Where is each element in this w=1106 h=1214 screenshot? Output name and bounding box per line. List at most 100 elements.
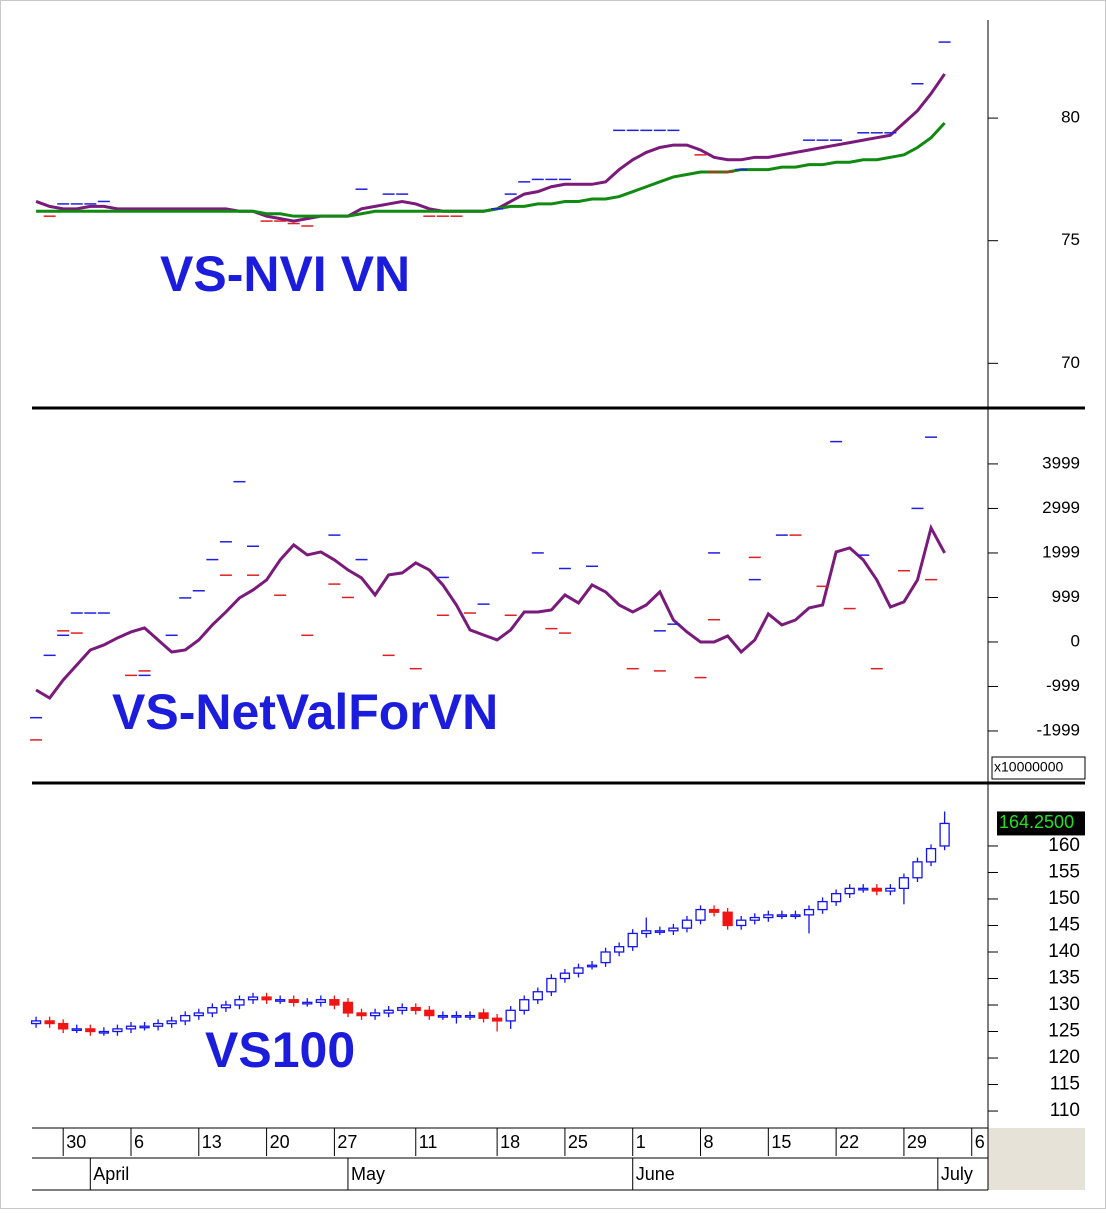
x-tick-label: 29 [907, 1132, 927, 1152]
candle-body [112, 1028, 123, 1033]
last-price-label: 164.2500 [999, 812, 1074, 832]
candle-body [98, 1030, 110, 1034]
candle-body [830, 893, 842, 903]
y-tick-label: 145 [1048, 915, 1080, 936]
candle-body [641, 930, 652, 935]
y-tick-label: 125 [1048, 1021, 1080, 1042]
candle-body [44, 1020, 55, 1025]
candle-body [939, 822, 950, 847]
candle-body [139, 1025, 150, 1029]
y-tick-label: 0 [1071, 631, 1080, 650]
candle-body [410, 1007, 421, 1011]
candle-body [925, 847, 937, 863]
candle-body [858, 887, 869, 891]
candle-body [614, 946, 625, 953]
y-tick-label: 155 [1048, 861, 1080, 882]
candle-body [207, 1007, 218, 1014]
x-tick-label: 18 [500, 1132, 520, 1152]
x-tick-label: 8 [704, 1132, 714, 1152]
candle-body [166, 1020, 177, 1025]
candle-body [383, 1009, 394, 1014]
candle-body [302, 1001, 313, 1005]
candle-body [885, 887, 896, 892]
candle-body [275, 999, 286, 1002]
candle-body [369, 1012, 381, 1017]
candle-body [912, 861, 923, 879]
month-label: April [93, 1164, 129, 1184]
candle-body [749, 916, 760, 921]
candle-body [288, 999, 299, 1004]
x-tick-label: 20 [270, 1132, 290, 1152]
y-tick-label: 115 [1050, 1074, 1080, 1095]
candle-body [315, 999, 326, 1004]
candle-body [627, 932, 638, 948]
candle-body [152, 1022, 164, 1027]
y-tick-label: -999 [1046, 676, 1080, 695]
candle-body [559, 972, 571, 980]
candle-body [85, 1028, 96, 1033]
panel-title: VS-NetValForVN [112, 684, 498, 740]
candle-body [451, 1014, 462, 1018]
x-tick-label: 27 [337, 1132, 357, 1152]
candle-body [871, 887, 882, 892]
candle-body [736, 919, 747, 927]
last-price-box [997, 811, 1085, 836]
candle-body [180, 1014, 191, 1022]
candle-body [668, 927, 679, 932]
line-series [35, 523, 946, 700]
y-tick-label: 150 [1048, 888, 1080, 909]
candle-body [654, 930, 665, 933]
candle-body [397, 1007, 408, 1011]
candle-body [532, 991, 543, 1001]
candle-body [30, 1020, 42, 1025]
candle-body [247, 996, 259, 1001]
x-tick-label: 15 [771, 1132, 791, 1152]
x-tick-label: 6 [134, 1132, 144, 1152]
candle-body [71, 1028, 82, 1032]
candle-body [356, 1012, 367, 1017]
candle-body [708, 908, 720, 913]
x-tick-label: 22 [839, 1132, 859, 1152]
candle-body [491, 1017, 503, 1022]
y-tick-label: 130 [1048, 994, 1080, 1015]
candle-body [844, 887, 855, 895]
candle-body [790, 914, 801, 918]
y-tick-label: 2999 [1042, 498, 1080, 517]
corner-box [988, 1128, 1085, 1190]
candle-body [600, 951, 611, 964]
candle-body [776, 914, 788, 918]
candle-body [478, 1012, 489, 1019]
candle-body [898, 877, 910, 890]
x-tick-label: 30 [66, 1132, 86, 1152]
candle-body [803, 908, 815, 916]
candle-body [505, 1009, 516, 1022]
unit-box [991, 756, 1086, 780]
candle-body [695, 908, 706, 921]
month-label: May [351, 1164, 385, 1184]
y-tick-label: 1999 [1042, 542, 1080, 561]
candle-body [763, 914, 774, 919]
candle-body [234, 999, 245, 1006]
y-tick-label: 120 [1048, 1047, 1080, 1068]
y-tick-label: 3999 [1042, 453, 1080, 472]
panel-title: VS-NVI VN [160, 246, 410, 302]
candle-body [546, 977, 557, 993]
y-tick-label: 80 [1061, 108, 1080, 127]
y-tick-label: 110 [1050, 1100, 1080, 1121]
candle-body [424, 1009, 435, 1017]
panel-title: VS100 [205, 1022, 355, 1078]
candle-body [464, 1014, 476, 1018]
y-tick-label: 75 [1061, 230, 1080, 249]
candle-body [58, 1022, 69, 1030]
candle-body [586, 964, 598, 968]
x-tick-label: 13 [202, 1132, 222, 1152]
month-label: June [636, 1164, 675, 1184]
candle-body [342, 1001, 354, 1014]
candle-body [261, 996, 272, 1001]
candle-body [519, 999, 530, 1011]
candle-body [329, 999, 340, 1006]
y-tick-label: -1999 [1037, 720, 1080, 739]
y-tick-label: 70 [1061, 353, 1080, 372]
